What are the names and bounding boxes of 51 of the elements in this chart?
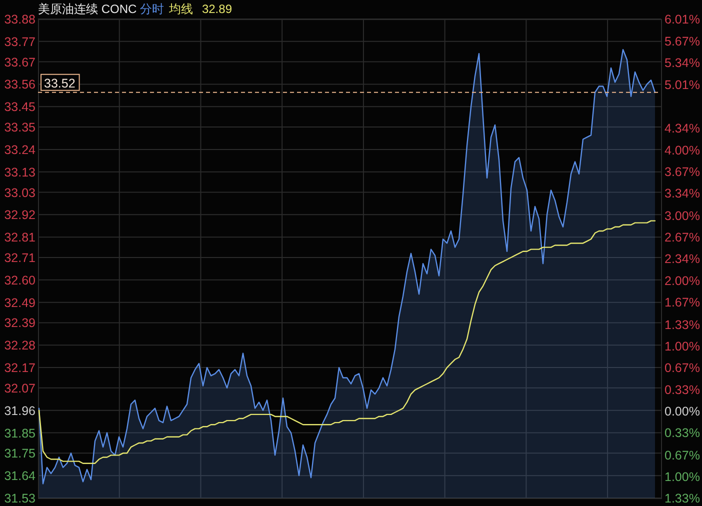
- y2-tick-label: 3.67%: [664, 165, 700, 180]
- y-tick-label: 33.56: [4, 78, 36, 92]
- chart-title: 美原油连续 CONC: [38, 2, 137, 16]
- y2-tick-label: 5.01%: [664, 78, 700, 92]
- text: 32.89: [202, 2, 232, 16]
- y2-tick-label: 1.00%: [664, 470, 700, 484]
- y-tick-label: 31.85: [4, 426, 36, 440]
- y2-tick-label: 0.67%: [664, 360, 700, 375]
- y-tick-label: 31.53: [4, 492, 36, 506]
- y2-tick-label: 2.67%: [664, 230, 700, 244]
- line-series: [38, 220, 656, 464]
- y2-tick-label: 5.67%: [664, 34, 700, 49]
- y2-tick-label: 4.00%: [664, 144, 700, 158]
- y2-tick-label: 1.00%: [664, 339, 700, 354]
- y-tick-label: 31.75: [4, 446, 36, 461]
- y-tick-label: 32.17: [4, 361, 36, 376]
- y-tick-label: 32.60: [4, 273, 36, 288]
- y-tick-label: 32.49: [4, 296, 36, 310]
- y2-tick-label: 0.00%: [664, 404, 700, 419]
- y-tick-label: 32.07: [4, 381, 36, 396]
- y-tick-label: 32.39: [4, 316, 36, 330]
- y-tick-label: 32.92: [4, 208, 36, 222]
- y-tick-label: 31.64: [4, 469, 36, 484]
- y-tick-label: 33.77: [4, 34, 36, 49]
- y-tick-label: 32.28: [4, 338, 36, 353]
- y-tick-label: 32.71: [4, 250, 36, 265]
- y-tick-label: 31.96: [4, 404, 36, 418]
- y2-tick-label: 0.33%: [664, 383, 700, 398]
- y-tick-label: 33.35: [4, 120, 36, 135]
- y2-tick-label: 0.33%: [664, 426, 700, 440]
- y2-tick-label: 3.00%: [664, 208, 700, 223]
- text: 均线: [168, 2, 193, 16]
- y2-tick-label: 1.33%: [664, 492, 700, 506]
- y-tick-label: 33.45: [4, 100, 36, 114]
- y-tick-label: 32.81: [4, 230, 36, 245]
- y2-tick-label: 2.34%: [664, 252, 700, 266]
- y-tick-label: 33.88: [4, 12, 36, 26]
- y-tick-label: 33.67: [4, 55, 36, 70]
- y-tick-label: 33.13: [4, 165, 36, 180]
- y2-tick-label: 6.01%: [664, 12, 700, 26]
- text: 分时: [140, 2, 164, 16]
- y2-tick-label: 4.34%: [664, 121, 700, 136]
- y2-tick-label: 5.34%: [664, 56, 700, 70]
- y2-tick-label: 3.34%: [664, 186, 700, 201]
- ref-line-label: 33.52: [44, 76, 76, 90]
- y2-tick-label: 1.33%: [664, 318, 700, 332]
- y2-tick-label: 1.67%: [664, 296, 700, 310]
- y2-tick-label: 0.67%: [664, 448, 700, 462]
- y2-tick-label: 2.00%: [664, 274, 700, 288]
- y-tick-label: 33.03: [4, 186, 36, 200]
- y-tick-label: 33.24: [4, 142, 36, 157]
